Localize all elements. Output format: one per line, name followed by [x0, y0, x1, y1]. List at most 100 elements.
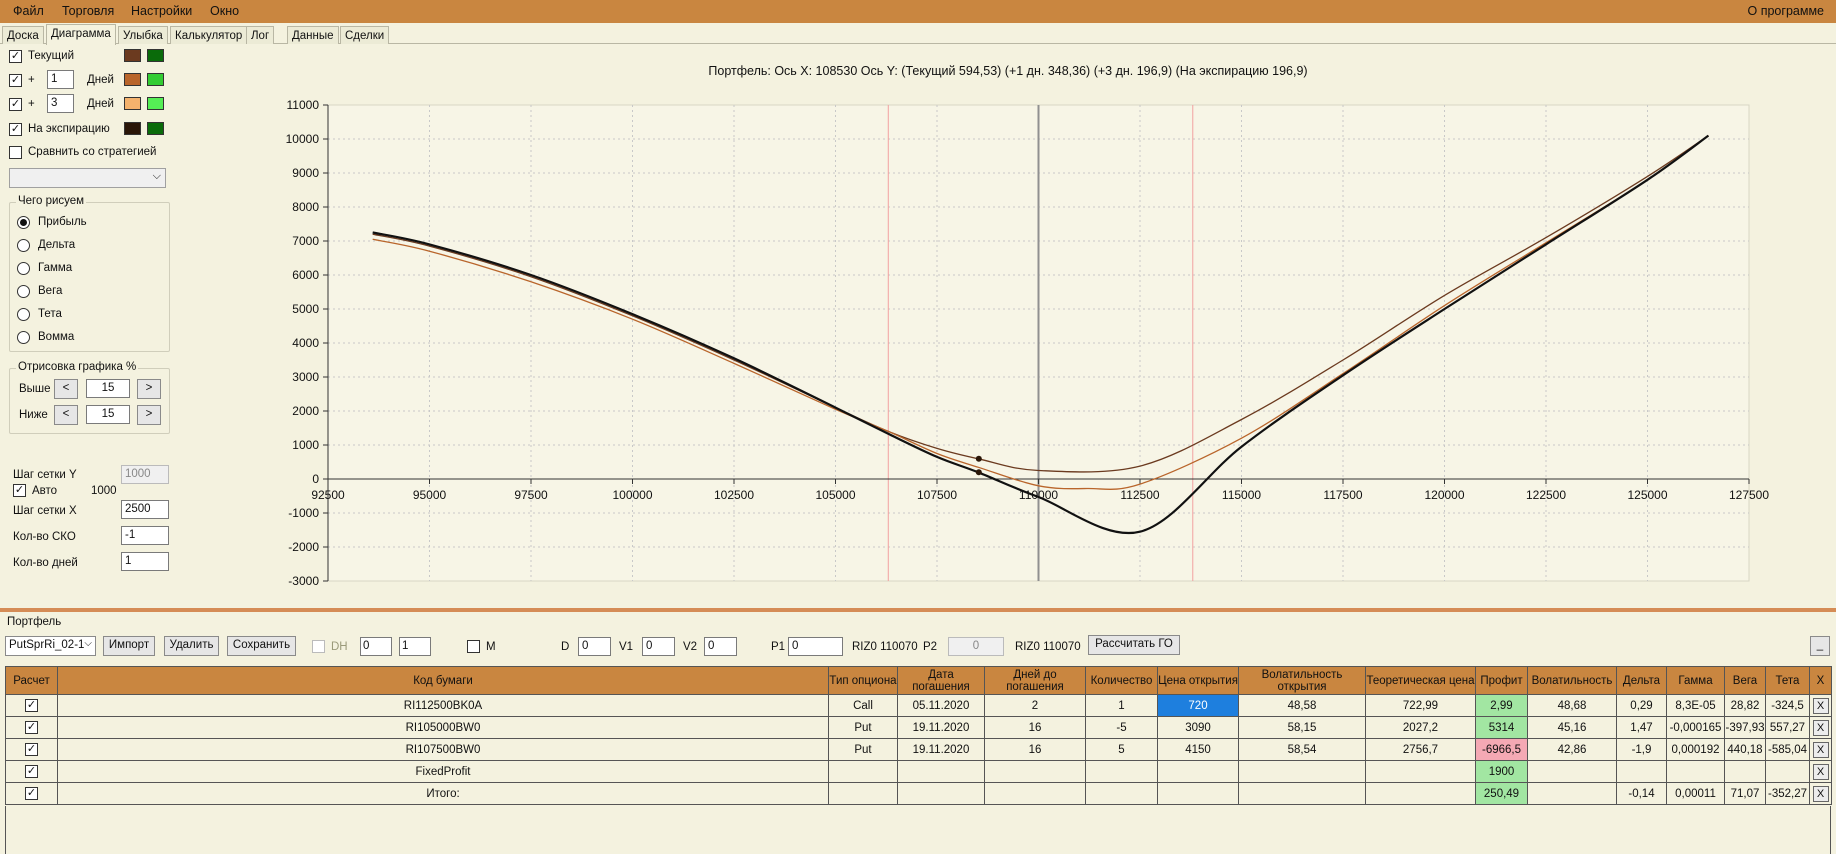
- above-decrease-button[interactable]: <: [54, 379, 78, 399]
- col-remove[interactable]: X: [1809, 666, 1832, 695]
- strategy-select[interactable]: ⌵: [9, 168, 166, 188]
- below-decrease-button[interactable]: <: [54, 405, 78, 425]
- col-calc[interactable]: Расчет: [5, 666, 58, 695]
- tab-log[interactable]: Лог: [246, 26, 275, 44]
- col-theta[interactable]: Тета: [1765, 666, 1810, 695]
- row-calc-checkbox[interactable]: ✓: [25, 765, 38, 778]
- col-expiry-date[interactable]: Дата погашения: [897, 666, 985, 695]
- row-calc-checkbox[interactable]: ✓: [25, 743, 38, 756]
- radio-profit[interactable]: [17, 216, 30, 229]
- menu-about[interactable]: О программе: [1747, 4, 1824, 18]
- days-count-input[interactable]: 1: [121, 552, 169, 571]
- row-open-price[interactable]: [1157, 760, 1239, 783]
- radio-vega[interactable]: [17, 285, 30, 298]
- below-value-input[interactable]: 15: [86, 405, 130, 424]
- expiration-alt-color-swatch[interactable]: [147, 122, 164, 135]
- plus-1-color-swatch[interactable]: [124, 73, 141, 86]
- tab-smile[interactable]: Улыбка: [118, 26, 168, 44]
- table-row[interactable]: ✓ RI107500BW0 Put 19.11.2020 16 5 4150 5…: [5, 738, 1832, 761]
- row-open-price[interactable]: 3090: [1157, 716, 1239, 739]
- v1-input[interactable]: 0: [642, 637, 675, 656]
- col-open-price[interactable]: Цена открытия: [1157, 666, 1239, 695]
- col-profit[interactable]: Профит: [1475, 666, 1528, 695]
- compare-strategy-checkbox[interactable]: [9, 146, 22, 159]
- row-open-price[interactable]: 4150: [1157, 738, 1239, 761]
- tab-calculator[interactable]: Калькулятор: [170, 26, 248, 44]
- delete-button[interactable]: Удалить: [164, 636, 219, 656]
- menu-file[interactable]: Файл: [13, 4, 44, 18]
- radio-delta[interactable]: [17, 239, 30, 252]
- dh-checkbox[interactable]: [312, 640, 325, 653]
- table-row[interactable]: ✓ FixedProfit 1900 X: [5, 760, 1832, 783]
- radio-vomma[interactable]: [17, 331, 30, 344]
- row-open-price[interactable]: 720: [1157, 694, 1239, 717]
- expiration-checkbox[interactable]: ✓: [9, 123, 22, 136]
- dh-spin-1[interactable]: 0: [360, 637, 392, 656]
- row-calc-checkbox[interactable]: ✓: [25, 699, 38, 712]
- import-button[interactable]: Импорт: [103, 636, 155, 656]
- auto-checkbox[interactable]: ✓: [13, 484, 26, 497]
- col-delta[interactable]: Дельта: [1616, 666, 1667, 695]
- v2-input[interactable]: 0: [704, 637, 737, 656]
- col-code[interactable]: Код бумаги: [57, 666, 829, 695]
- p2-input[interactable]: 0: [948, 637, 1004, 656]
- panel-splitter[interactable]: [0, 608, 1836, 612]
- radio-gamma[interactable]: [17, 262, 30, 275]
- sko-input[interactable]: -1: [121, 526, 169, 545]
- table-row[interactable]: ✓ RI105000BW0 Put 19.11.2020 16 -5 3090 …: [5, 716, 1832, 739]
- row-qty[interactable]: 5: [1085, 738, 1158, 761]
- row-qty[interactable]: [1085, 760, 1158, 783]
- p1-input[interactable]: 0: [788, 637, 843, 656]
- radio-theta[interactable]: [17, 308, 30, 321]
- remove-row-button[interactable]: X: [1812, 741, 1829, 758]
- grid-step-x-input[interactable]: 2500: [121, 500, 169, 519]
- plus-3-days-input[interactable]: 3: [47, 94, 74, 113]
- col-option-type[interactable]: Тип опциона: [828, 666, 898, 695]
- col-vega[interactable]: Вега: [1724, 666, 1766, 695]
- calculate-go-button[interactable]: Рассчитать ГО: [1088, 635, 1180, 655]
- grid-step-y-input[interactable]: 1000: [121, 465, 169, 484]
- d-input[interactable]: 0: [578, 637, 611, 656]
- remove-row-button[interactable]: X: [1812, 785, 1829, 802]
- row-qty[interactable]: -5: [1085, 716, 1158, 739]
- current-alt-color-swatch[interactable]: [147, 49, 164, 62]
- tab-deals[interactable]: Сделки: [340, 26, 390, 44]
- below-increase-button[interactable]: >: [137, 405, 161, 425]
- payoff-chart[interactable]: 92500 95000 97500 100000 102500 105000 107500 1…: [0, 0, 1836, 610]
- current-checkbox[interactable]: ✓: [9, 50, 22, 63]
- row-calc-checkbox[interactable]: ✓: [25, 721, 38, 734]
- expiration-color-swatch[interactable]: [124, 122, 141, 135]
- plus-1-day-checkbox[interactable]: ✓: [9, 74, 22, 87]
- tab-board[interactable]: Доска: [2, 26, 44, 44]
- col-quantity[interactable]: Количество: [1085, 666, 1158, 695]
- above-increase-button[interactable]: >: [137, 379, 161, 399]
- col-volatility[interactable]: Волатильность: [1527, 666, 1617, 695]
- current-color-swatch[interactable]: [124, 49, 141, 62]
- col-open-volatility[interactable]: Волатильность открытия: [1238, 666, 1366, 695]
- plus-3-alt-color-swatch[interactable]: [147, 97, 164, 110]
- plus-1-alt-color-swatch[interactable]: [147, 73, 164, 86]
- tab-diagram[interactable]: Диаграмма: [46, 24, 116, 45]
- above-value-input[interactable]: 15: [86, 379, 130, 398]
- tab-data[interactable]: Данные: [287, 26, 339, 44]
- plus-3-day-checkbox[interactable]: ✓: [9, 98, 22, 111]
- plus-3-color-swatch[interactable]: [124, 97, 141, 110]
- table-total-row[interactable]: ✓ Итого: 250,49 -0,14 0,00011 71,07 -352…: [5, 782, 1832, 805]
- remove-row-button[interactable]: X: [1812, 763, 1829, 780]
- remove-row-button[interactable]: X: [1812, 697, 1829, 714]
- row-calc-checkbox[interactable]: ✓: [25, 787, 38, 800]
- menu-window[interactable]: Окно: [210, 4, 240, 18]
- plus-1-days-input[interactable]: 1: [47, 70, 74, 89]
- save-button[interactable]: Сохранить: [227, 636, 296, 656]
- m-checkbox[interactable]: [467, 640, 480, 653]
- dh-spin-2[interactable]: 1: [399, 637, 431, 656]
- menu-settings[interactable]: Настройки: [131, 4, 193, 18]
- portfolio-select[interactable]: PutSprRi_02-1 ⌵: [5, 636, 96, 656]
- minimize-button[interactable]: _: [1810, 636, 1830, 656]
- col-gamma[interactable]: Гамма: [1666, 666, 1725, 695]
- row-qty[interactable]: 1: [1085, 694, 1158, 717]
- menu-trading[interactable]: Торговля: [62, 4, 115, 18]
- remove-row-button[interactable]: X: [1812, 719, 1829, 736]
- table-row[interactable]: ✓ RI112500BK0A Call 05.11.2020 2 1 720 4…: [5, 694, 1832, 717]
- col-theoretical-price[interactable]: Теоретическая цена: [1365, 666, 1476, 695]
